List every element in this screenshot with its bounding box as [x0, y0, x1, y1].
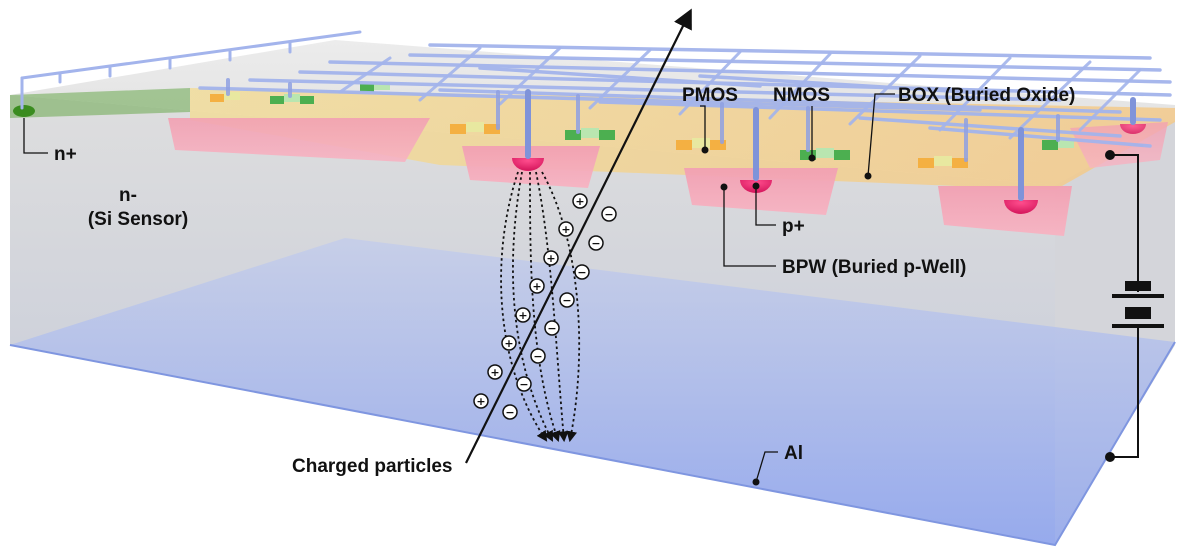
hole-marker: [501, 335, 517, 351]
electron-sign: −: [562, 294, 571, 307]
electron-marker: [516, 376, 532, 392]
label-bpw: BPW (Buried p-Well): [782, 257, 966, 278]
p-well-1: [168, 118, 430, 162]
bias-circuit: [1105, 150, 1164, 462]
electron-marker: [574, 264, 590, 280]
hole-sign: +: [575, 195, 584, 208]
pmos-transistor: [210, 92, 968, 168]
electron-marker: [502, 404, 518, 420]
electron-sign: −: [577, 266, 586, 279]
hole-marker: [515, 307, 531, 323]
label-charged-particles: Charged particles: [292, 456, 453, 477]
battery-plate-short-2: [1125, 307, 1151, 319]
hole-sign: +: [561, 223, 570, 236]
label-si-sensor: (Si Sensor): [88, 209, 188, 230]
electron-sign: −: [591, 237, 600, 250]
transistors: [210, 82, 1074, 168]
electron-marker: [530, 348, 546, 364]
carrier-drift-paths: [500, 171, 581, 443]
hole-sign: +: [532, 280, 541, 293]
labels: n+ n- (Si Sensor) PMOS NMOS BOX (Buried …: [54, 85, 1075, 477]
p-plus-3: [1004, 200, 1038, 214]
p-plus-1: [512, 158, 544, 171]
nmos-transistor: [270, 82, 1074, 160]
hole-marker: [572, 193, 588, 209]
hole-marker: [487, 364, 503, 380]
p-well-4: [938, 186, 1072, 236]
electron-marker: [559, 292, 575, 308]
label-n-plus: n+: [54, 144, 77, 165]
n-plus-contact: [13, 105, 35, 117]
hole-sign: +: [504, 337, 513, 350]
battery-plate-short-1: [1125, 281, 1151, 291]
hole-sign: +: [490, 366, 499, 379]
hole-marker: [473, 393, 489, 409]
hole-sign: +: [476, 395, 485, 408]
leader-dots: [701, 146, 872, 486]
hole-marker: [543, 250, 559, 266]
carriers: + + + + + + + + − − − − − − − −: [473, 193, 617, 420]
electron-sign: −: [604, 208, 613, 221]
electron-marker: [601, 206, 617, 222]
leader-lines: [23, 93, 895, 483]
label-al: Al: [784, 443, 803, 464]
hole-sign: +: [546, 252, 555, 265]
electron-sign: −: [547, 322, 556, 335]
p-plus-implants: [512, 124, 1146, 214]
electron-marker: [544, 320, 560, 336]
label-n-minus: n-: [119, 185, 137, 206]
aluminum-back-plane: [10, 238, 1175, 545]
p-plus-4: [1120, 124, 1146, 134]
hole-marker: [558, 221, 574, 237]
label-pmos: PMOS: [682, 85, 738, 106]
charged-particle-track: [465, 8, 692, 464]
electron-sign: −: [505, 406, 514, 419]
label-box: BOX (Buried Oxide): [898, 85, 1075, 106]
label-nmos: NMOS: [773, 85, 830, 106]
hole-sign: +: [518, 309, 527, 322]
electron-sign: −: [519, 378, 528, 391]
n-plus-implant: [10, 88, 190, 118]
hole-marker: [529, 278, 545, 294]
electron-marker: [588, 235, 604, 251]
label-p-plus: p+: [782, 216, 805, 237]
electron-sign: −: [533, 350, 542, 363]
metal-interconnect: [20, 30, 1172, 201]
